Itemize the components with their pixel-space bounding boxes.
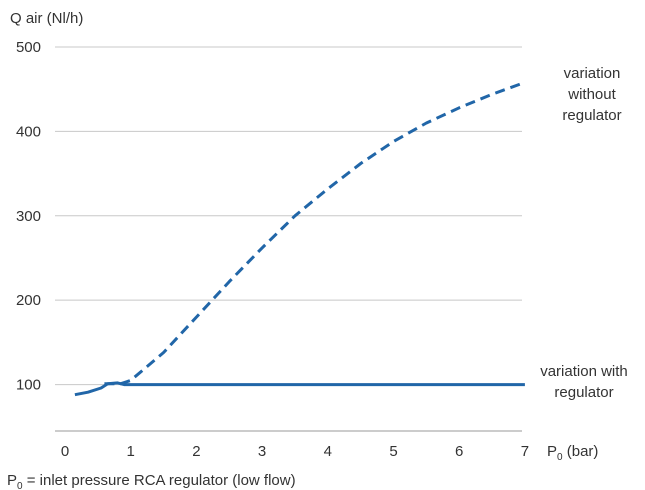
gridlines bbox=[55, 46, 522, 386]
x-tick-labels: 0 1 2 3 4 5 6 7 bbox=[61, 443, 529, 460]
x-axis-label-main: P bbox=[547, 443, 557, 460]
series-labels: variation without regulator variation with r… bbox=[540, 65, 628, 401]
y-tick-label: 200 bbox=[16, 292, 41, 309]
x-tick-label: 2 bbox=[192, 443, 200, 460]
y-axis-label: Q air (Nl/h) bbox=[10, 10, 83, 27]
series-label-line: regulator bbox=[562, 107, 621, 124]
x-tick-label: 6 bbox=[455, 443, 463, 460]
caption-rest: = inlet pressure RCA regulator (low flow… bbox=[23, 472, 296, 489]
x-axis-label-subscript: 0 bbox=[557, 452, 563, 463]
series-line-with-regulator bbox=[74, 381, 525, 397]
y-tick-label: 300 bbox=[16, 208, 41, 225]
series-label-with-regulator: variation with regulator bbox=[540, 363, 628, 401]
y-tick-label: 100 bbox=[16, 377, 41, 394]
x-axis-label-unit: (bar) bbox=[563, 443, 599, 460]
series-line-without-regulator bbox=[104, 80, 526, 386]
caption-subscript: 0 bbox=[17, 481, 23, 490]
series-layer bbox=[74, 80, 526, 397]
x-axis-label: P0 (bar) bbox=[547, 443, 598, 463]
x-tick-label: 0 bbox=[61, 443, 69, 460]
y-tick-label: 500 bbox=[16, 39, 41, 56]
series-label-line: without bbox=[567, 86, 616, 103]
x-tick-label: 5 bbox=[389, 443, 397, 460]
caption-main: P bbox=[7, 472, 17, 489]
x-tick-label: 1 bbox=[127, 443, 135, 460]
x-tick-label: 3 bbox=[258, 443, 266, 460]
series-label-line: variation bbox=[564, 65, 621, 82]
y-tick-labels: 100 200 300 400 500 bbox=[16, 39, 41, 394]
series-label-line: regulator bbox=[554, 384, 613, 401]
series-label-without-regulator: variation without regulator bbox=[562, 65, 621, 124]
x-tick-label: 7 bbox=[521, 443, 529, 460]
chart-caption: P0 = inlet pressure RCA regulator (low f… bbox=[7, 472, 296, 490]
x-tick-label: 4 bbox=[324, 443, 332, 460]
series-label-line: variation with bbox=[540, 363, 628, 380]
y-tick-label: 400 bbox=[16, 123, 41, 140]
